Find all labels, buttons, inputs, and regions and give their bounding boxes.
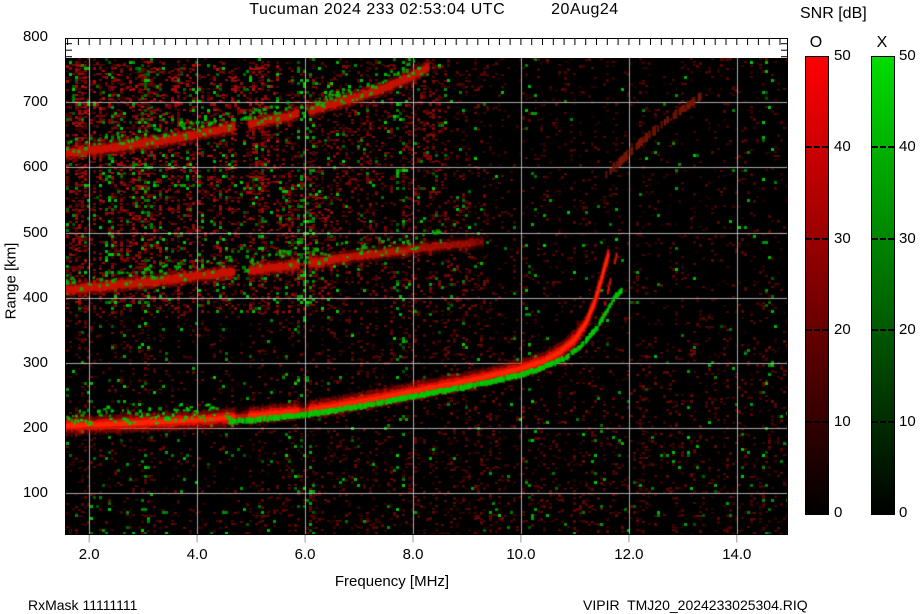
colorbar-tick-dash	[872, 420, 894, 423]
y-axis-title: Range [km]	[2, 242, 20, 320]
colorbar-tick-label: 50	[899, 47, 916, 64]
colorbar-tick-dash	[806, 420, 828, 423]
colorbar-tick-label: 20	[899, 321, 916, 339]
x-tick-label: 14.0	[722, 546, 752, 563]
x-tick-label: 2.0	[78, 546, 100, 563]
plot-title-station-datetime: Tucuman 2024 233 02:53:04 UTC	[249, 1, 506, 18]
y-tick-label: 500	[22, 223, 48, 241]
x-tick-label: 6.0	[294, 546, 316, 563]
colorbar-tick-label: 10	[834, 412, 851, 430]
y-tick-label: 200	[22, 418, 48, 436]
colorbar-tick-dash	[872, 329, 894, 332]
colorbar-tick-label: 0	[899, 504, 908, 521]
x-tick-label: 4.0	[186, 546, 208, 563]
plot-title-date: 20Aug24	[551, 1, 619, 18]
o-mode-label: O	[809, 34, 823, 51]
colorbar-tick-label: 30	[899, 229, 916, 247]
colorbar-tick-dash	[872, 146, 894, 149]
ionogram-canvas	[66, 58, 787, 534]
plot-title: Tucuman 2024 233 02:53:04 UTC 20Aug24	[0, 1, 868, 19]
colorbar-tick-dash	[872, 237, 894, 240]
y-tick-label: 800	[22, 28, 48, 46]
y-tick-label: 300	[22, 353, 48, 371]
x-axis-title: Frequency [MHz]	[334, 573, 450, 590]
colorbar-tick-label: 40	[834, 138, 851, 156]
y-tick-label: 400	[22, 288, 48, 306]
x-mode-label: X	[876, 34, 888, 51]
y-tick-label: 600	[22, 158, 48, 176]
colorbar-tick-label: 10	[899, 412, 916, 430]
data-file-text: VIPIR TMJ20_2024233025304.RIQ	[583, 597, 808, 613]
colorbar-tick-label: 20	[834, 321, 851, 339]
colorbar-tick-dash	[806, 146, 828, 149]
colorbar-tick-label: 0	[834, 504, 843, 521]
y-tick-label: 100	[22, 483, 48, 501]
o-mode-colorbar	[805, 56, 829, 515]
colorbar-tick-label: 30	[834, 229, 851, 247]
snr-colorbar-title: SNR [dB]	[800, 5, 867, 22]
x-tick-label: 10.0	[506, 546, 536, 563]
colorbar-tick-dash	[806, 237, 828, 240]
colorbar-tick-label: 50	[834, 47, 851, 64]
rx-mask-text: RxMask 11111111	[28, 597, 138, 613]
colorbar-tick-label: 40	[899, 138, 916, 156]
x-mode-colorbar	[871, 56, 895, 515]
y-tick-label: 700	[22, 93, 48, 111]
x-tick-label: 8.0	[402, 546, 424, 563]
colorbar-tick-dash	[806, 329, 828, 332]
x-tick-label: 12.0	[614, 546, 644, 563]
